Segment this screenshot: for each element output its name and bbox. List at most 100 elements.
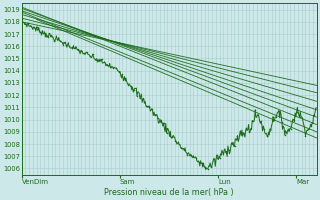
X-axis label: Pression niveau de la mer( hPa ): Pression niveau de la mer( hPa ) [104, 188, 234, 197]
Point [191, 154, 196, 157]
Point [19, 18, 24, 21]
Point [188, 154, 193, 157]
Point [273, 115, 278, 119]
Point [96, 58, 101, 61]
Point [58, 39, 63, 43]
Point [114, 66, 119, 70]
Point [291, 118, 296, 121]
Point [93, 59, 98, 62]
Point [196, 161, 202, 164]
Point [306, 127, 311, 131]
Point [34, 25, 39, 28]
Point [134, 95, 140, 98]
Point [25, 22, 30, 25]
Point [176, 140, 181, 144]
Point [264, 134, 269, 137]
Point [232, 145, 237, 148]
Point [152, 114, 157, 117]
Point [214, 153, 219, 157]
Point [276, 109, 281, 112]
Point [81, 52, 86, 55]
Point [259, 120, 264, 123]
Point [84, 51, 89, 54]
Point [279, 120, 284, 124]
Point [241, 131, 246, 134]
Point [282, 133, 287, 137]
Point [220, 151, 225, 154]
Point [102, 60, 107, 63]
Point [294, 110, 299, 113]
Point [120, 73, 125, 76]
Point [217, 157, 222, 160]
Point [125, 83, 131, 86]
Point [288, 127, 293, 130]
Point [223, 151, 228, 154]
Point [49, 34, 54, 37]
Point [270, 115, 276, 118]
Point [303, 134, 308, 137]
Point [297, 115, 302, 118]
Point [87, 54, 92, 58]
Point [146, 106, 151, 109]
Point [72, 47, 77, 50]
Point [199, 161, 204, 164]
Point [238, 129, 243, 133]
Point [78, 49, 84, 52]
Point [250, 119, 255, 122]
Point [253, 108, 258, 111]
Point [132, 88, 137, 91]
Point [111, 66, 116, 70]
Point [67, 45, 72, 48]
Point [226, 148, 231, 151]
Point [170, 135, 175, 139]
Point [22, 23, 27, 26]
Point [63, 43, 68, 46]
Point [244, 126, 249, 130]
Point [300, 117, 305, 120]
Point [235, 134, 240, 137]
Point [52, 39, 57, 42]
Point [179, 147, 184, 150]
Point [105, 63, 110, 66]
Point [46, 35, 51, 39]
Point [285, 129, 290, 132]
Point [129, 84, 134, 88]
Point [117, 71, 122, 74]
Point [194, 156, 199, 159]
Point [108, 65, 113, 69]
Point [60, 43, 66, 46]
Point [309, 125, 314, 128]
Point [161, 121, 166, 125]
Point [167, 135, 172, 138]
Point [164, 132, 169, 135]
Point [143, 104, 148, 108]
Point [185, 153, 190, 156]
Point [37, 29, 42, 32]
Point [31, 25, 36, 29]
Point [208, 165, 213, 168]
Point [261, 127, 267, 130]
Point [55, 38, 60, 41]
Point [69, 46, 75, 49]
Point [90, 53, 95, 56]
Point [268, 127, 273, 130]
Point [123, 78, 128, 81]
Point [140, 97, 146, 101]
Point [173, 139, 178, 142]
Point [75, 48, 80, 51]
Point [155, 116, 160, 119]
Point [43, 35, 48, 38]
Point [203, 165, 208, 168]
Point [247, 130, 252, 133]
Point [40, 29, 45, 32]
Point [229, 141, 234, 144]
Point [205, 167, 211, 170]
Point [312, 114, 317, 117]
Point [211, 157, 216, 160]
Point [28, 24, 33, 27]
Point [137, 97, 142, 100]
Point [158, 121, 163, 124]
Point [99, 58, 104, 61]
Point [256, 113, 261, 116]
Point [149, 107, 154, 110]
